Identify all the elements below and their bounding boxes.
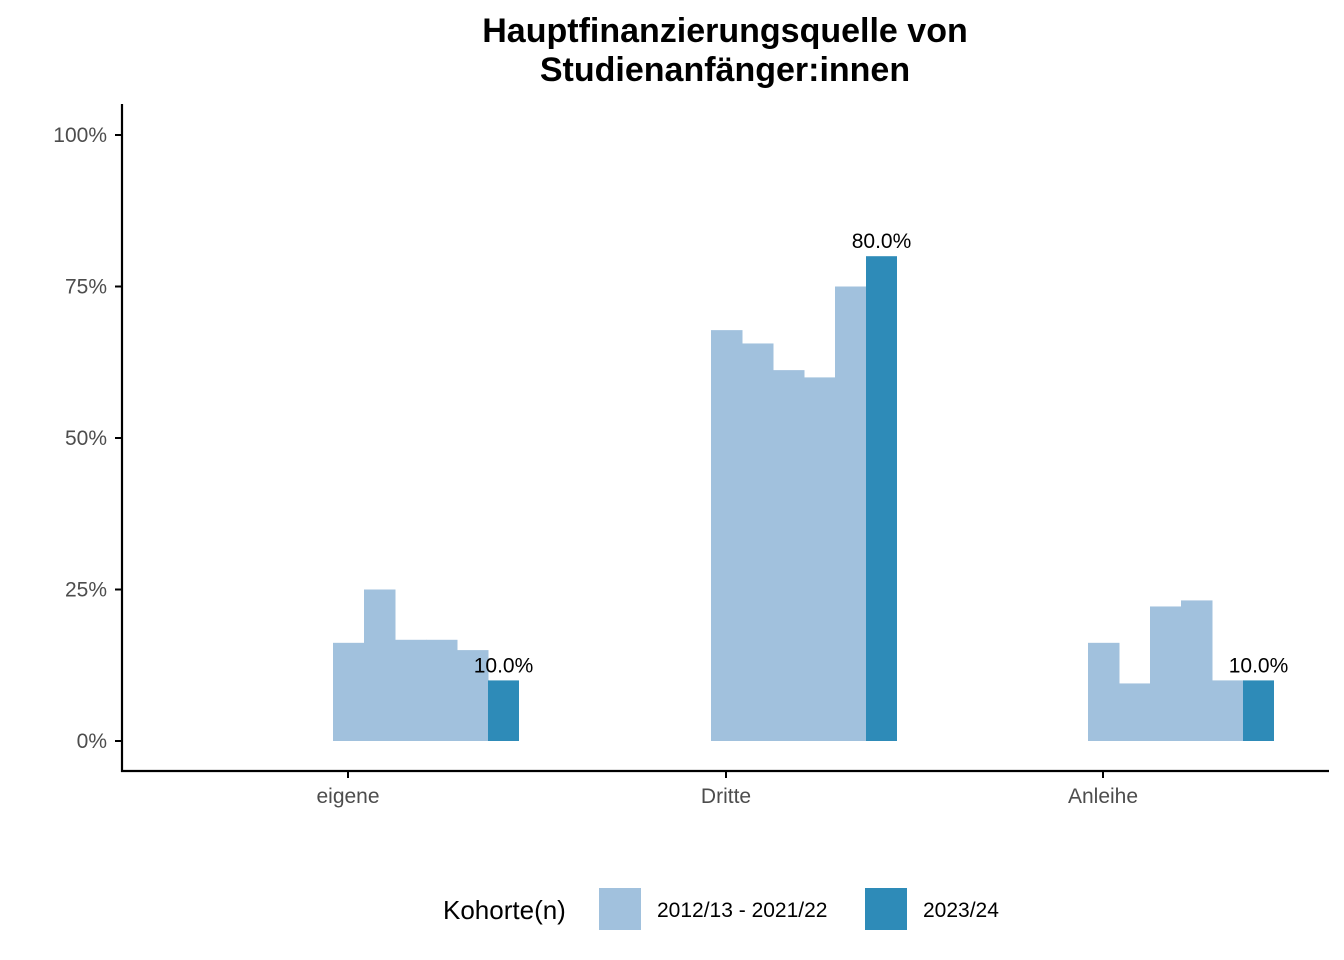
legend: Kohorte(n) 2012/13 - 2021/22 2023/24 <box>443 888 999 930</box>
bar-dritte-historic-4 <box>804 377 836 741</box>
chart-title-line-1: Hauptfinanzierungsquelle von <box>482 12 967 50</box>
y-tick-label-3: 75% <box>65 276 107 299</box>
bar-eigene-historic-2 <box>364 589 396 741</box>
bar-dritte-current <box>866 256 897 741</box>
x-tick-label-anleihe: Anleihe <box>1068 785 1138 808</box>
y-tick-label-0: 0% <box>77 730 107 753</box>
bar-eigene-historic-3 <box>395 639 427 741</box>
data-label-eigene: 10.0% <box>474 654 534 677</box>
bar-dritte-historic-2 <box>742 343 774 741</box>
bar-eigene-current <box>488 680 519 741</box>
y-tick-label-1: 25% <box>65 579 107 602</box>
y-tick-label-2: 50% <box>65 427 107 450</box>
legend-title: Kohorte(n) <box>443 895 566 925</box>
bar-dritte-historic-3 <box>773 370 805 741</box>
bar-anleihe-current <box>1243 680 1274 741</box>
x-tick-label-dritte: Dritte <box>701 785 751 808</box>
bar-dritte-historic-5 <box>835 286 867 741</box>
bar-anleihe-historic-5 <box>1212 680 1244 741</box>
bar-anleihe-historic-4 <box>1181 600 1213 741</box>
bar-eigene-historic-5 <box>457 650 489 741</box>
bar-anleihe-historic-2 <box>1119 683 1151 741</box>
x-axis: eigene Dritte Anleihe <box>316 771 1138 808</box>
legend-swatch-historic <box>599 888 641 930</box>
y-axis: 0% 25% 50% 75% 100% <box>53 124 122 753</box>
bar-eigene-historic-4 <box>426 639 458 741</box>
x-tick-label-eigene: eigene <box>316 785 379 808</box>
data-label-dritte: 80.0% <box>852 230 912 253</box>
legend-label-historic: 2012/13 - 2021/22 <box>657 899 827 922</box>
bar-eigene-historic-1 <box>333 642 365 741</box>
legend-swatch-current <box>865 888 907 930</box>
bar-dritte-historic-1 <box>711 330 743 741</box>
plot-area: 10.0% 80.0% 10.0% <box>333 230 1288 741</box>
bar-anleihe-historic-1 <box>1088 642 1120 741</box>
legend-label-current: 2023/24 <box>923 899 999 922</box>
data-label-anleihe: 10.0% <box>1229 654 1289 677</box>
y-tick-label-4: 100% <box>53 124 107 147</box>
chart-title-line-2: Studienanfänger:innen <box>540 51 910 89</box>
bar-anleihe-historic-3 <box>1150 606 1182 741</box>
